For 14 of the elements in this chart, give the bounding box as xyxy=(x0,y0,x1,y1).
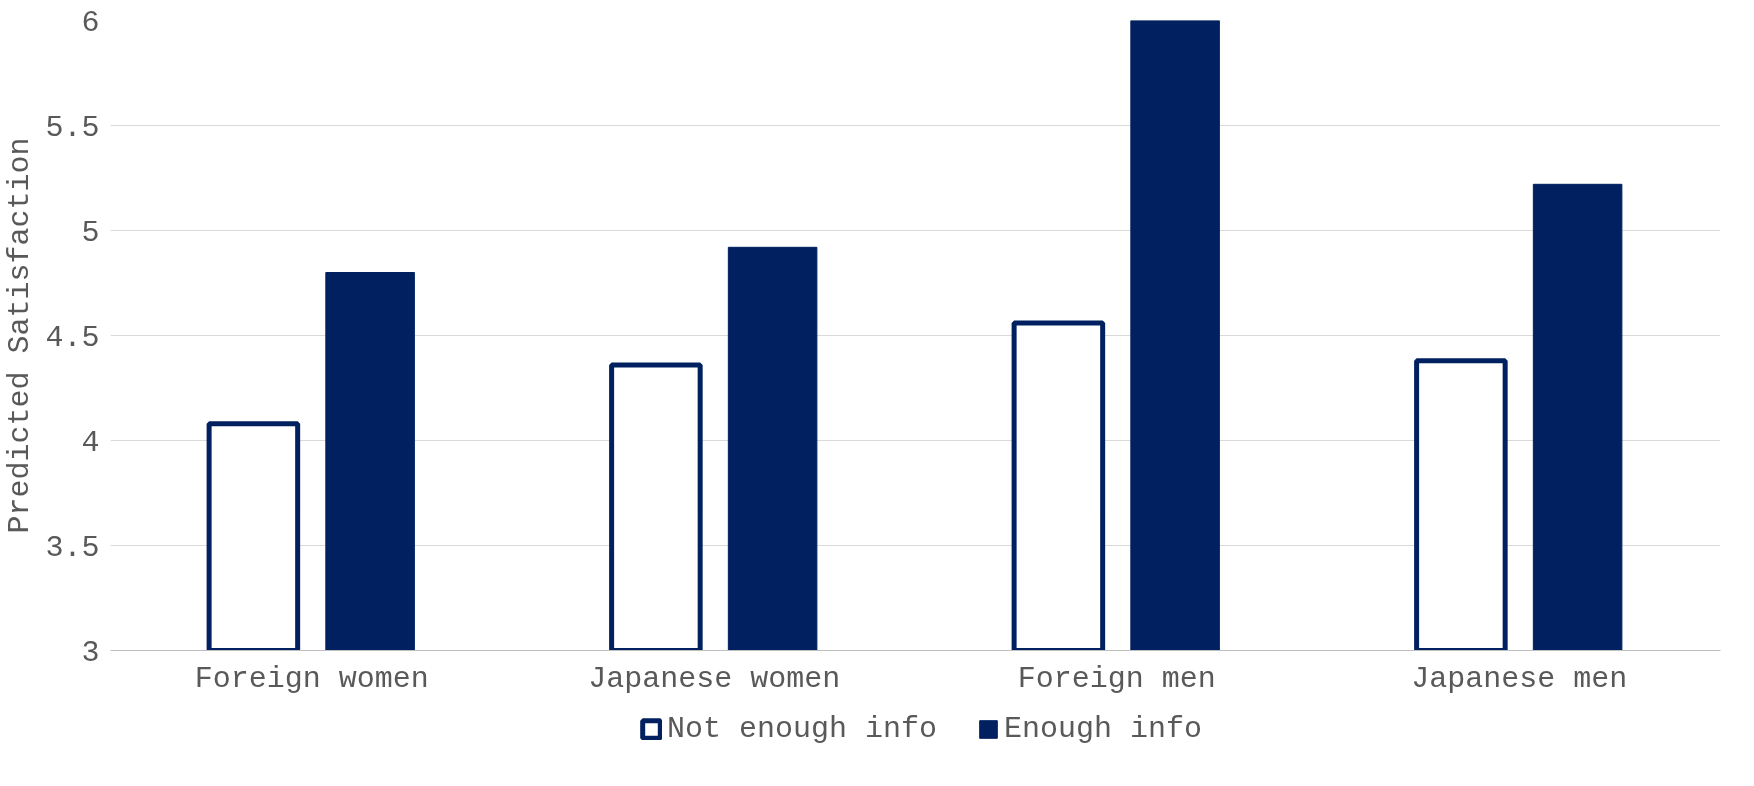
x-tick-label: Foreign women xyxy=(194,661,429,696)
legend-label: Not enough info xyxy=(667,712,938,746)
x-tick-label: Foreign men xyxy=(1017,661,1216,696)
y-tick-label: 3 xyxy=(81,635,100,670)
y-tick-label: 6 xyxy=(81,5,100,40)
x-tick-label: Japanese women xyxy=(588,661,841,696)
y-tick-label: 4 xyxy=(81,425,100,460)
y-axis-title: Predicted Satisfaction xyxy=(3,137,38,534)
y-tick-label: 5 xyxy=(81,215,100,250)
x-tick-label: Japanese men xyxy=(1411,661,1628,696)
y-tick-label: 5.5 xyxy=(45,110,100,145)
y-tick-label: 3.5 xyxy=(45,530,100,565)
y-tick-label: 4.5 xyxy=(45,320,100,355)
legend-label: Enough info xyxy=(1004,712,1203,746)
